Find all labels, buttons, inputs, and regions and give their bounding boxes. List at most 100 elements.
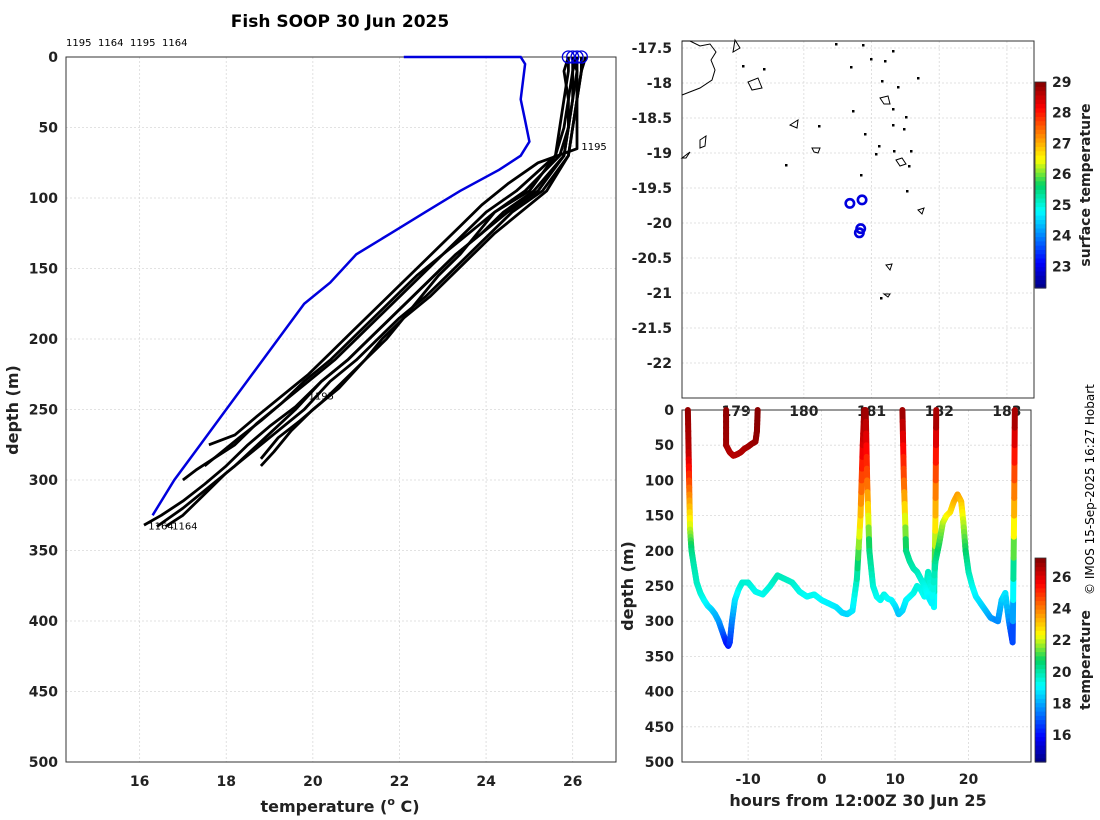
section-y-tick-label: 150	[645, 509, 674, 525]
temperature-colorbar-tick-label: 20	[1052, 665, 1072, 681]
surface-colorbar-segment	[1035, 167, 1046, 173]
profile-panel: 16 18 20 22 24 26 0 50 100 150 200 250 300 350 400 450 5…	[29, 38, 617, 790]
map-y-tick-label: -18.5	[632, 111, 672, 127]
temperature-colorbar-segment	[1035, 668, 1046, 674]
surface-colorbar-segment	[1035, 257, 1046, 263]
profile-ylabel: depth (m)	[3, 365, 22, 455]
profile-y-tick-label: 250	[29, 403, 58, 419]
profile-annotation: 1164	[148, 521, 173, 532]
profile-y-tick-label: 150	[29, 262, 58, 278]
islet	[917, 77, 920, 80]
islet	[864, 133, 867, 136]
surface-colorbar-tick-label: 23	[1052, 259, 1071, 275]
temperature-colorbar-segment	[1035, 643, 1046, 648]
temperature-colorbar-segment	[1035, 630, 1046, 636]
surface-colorbar-segment	[1035, 275, 1046, 281]
profile-xlabel: temperature (o C)	[260, 795, 419, 816]
islet	[892, 50, 895, 53]
surface-colorbar-segment	[1035, 223, 1046, 229]
temperature-colorbar-segment	[1035, 626, 1046, 631]
temperature-colorbar-segment	[1035, 609, 1046, 614]
section-y-tick-label: 400	[645, 685, 674, 701]
temperature-colorbar-segment	[1035, 719, 1046, 725]
islet	[892, 108, 895, 111]
map-y-tick-label: -22	[647, 356, 672, 372]
section-xlabel: hours from 12:00Z 30 Jun 25	[729, 791, 986, 810]
surface-colorbar-segment	[1035, 206, 1046, 212]
temperature-colorbar-segment	[1035, 587, 1046, 593]
profile-8-line	[208, 57, 579, 447]
profile-plot-frame	[65, 56, 617, 763]
islet	[905, 116, 908, 119]
surface-colorbar-segment	[1035, 129, 1046, 135]
surface-colorbar-segment	[1035, 279, 1046, 285]
surface-colorbar-segment	[1035, 232, 1046, 238]
profile-y-tick-label: 350	[29, 544, 58, 560]
surface-colorbar-segment	[1035, 107, 1046, 113]
profile-6-line	[259, 56, 588, 460]
temperature-colorbar-tick-label: 16	[1052, 728, 1071, 744]
surface-colorbar-segment	[1035, 163, 1046, 169]
islet	[875, 153, 878, 156]
surface-colorbar-segment	[1035, 249, 1046, 255]
surface-colorbar-segment	[1035, 99, 1046, 105]
island-outline	[879, 95, 891, 105]
position-marker	[844, 197, 856, 209]
island-outline	[699, 134, 707, 149]
temperature-colorbar-segment	[1035, 579, 1046, 585]
temperature-colorbar-segment	[1035, 689, 1046, 695]
profile-y-tick-label: 400	[29, 614, 58, 630]
surface-colorbar-segment	[1035, 146, 1046, 152]
island-outline	[882, 293, 891, 298]
section-frame	[681, 409, 1032, 763]
temperature-colorbar-segment	[1035, 604, 1046, 610]
surface-colorbar-segment	[1035, 283, 1046, 289]
temperature-colorbar-segment	[1035, 740, 1046, 746]
surface-colorbar-segment	[1035, 90, 1046, 96]
section-colorbar-label: temperature	[1078, 610, 1094, 710]
surface-colorbar-segment	[1035, 193, 1046, 199]
surface-colorbar-tick-label: 24	[1052, 229, 1072, 245]
section-y-tick-label: 0	[664, 403, 674, 419]
temperature-colorbar-segment	[1035, 736, 1046, 742]
temperature-colorbar-segment	[1035, 694, 1046, 699]
temperature-colorbar-segment	[1035, 570, 1046, 576]
profile-y-tick-label: 450	[29, 685, 58, 701]
surface-colorbar-segment	[1035, 103, 1046, 109]
surface-colorbar-segment	[1035, 197, 1046, 203]
map-y-tick-label: -19	[647, 146, 672, 162]
map-y-tick-label: -21.5	[632, 321, 672, 337]
island-outline	[885, 263, 893, 272]
island-outline	[681, 40, 717, 96]
top-annotation: 1164	[98, 38, 123, 49]
temperature-colorbar-segment	[1035, 647, 1046, 653]
profile-x-tick-label: 24	[476, 774, 496, 790]
temperature-colorbar-segment	[1035, 655, 1046, 661]
section-x-tick-label: 0	[817, 772, 827, 788]
section-y-tick-label: 300	[645, 614, 674, 630]
islet	[852, 110, 855, 113]
temperature-colorbar-segment	[1035, 723, 1046, 729]
islet	[908, 165, 911, 168]
islet	[893, 150, 896, 153]
surface-colorbar-segment	[1035, 82, 1046, 87]
islet	[785, 164, 788, 167]
profile-7-line	[143, 56, 579, 527]
islet	[903, 128, 906, 131]
islet	[910, 150, 913, 153]
surface-marker	[570, 50, 584, 64]
top-annotation: 1195	[66, 38, 91, 49]
temperature-colorbar-tick-label: 22	[1052, 633, 1071, 649]
position-marker	[856, 194, 868, 206]
temperature-colorbar-segment	[1035, 592, 1046, 597]
island-outline	[680, 151, 691, 159]
temperature-colorbar-segment	[1035, 575, 1046, 580]
surface-colorbar-segment	[1035, 185, 1046, 190]
surface-colorbar-tick-label: 29	[1052, 75, 1071, 91]
surface-colorbar-tick-label: 27	[1052, 136, 1071, 152]
temperature-colorbar-segment	[1035, 562, 1046, 568]
island-outline	[895, 157, 907, 167]
islet	[835, 43, 838, 46]
section-ylabel: depth (m)	[618, 541, 637, 631]
temperature-colorbar-segment	[1035, 715, 1046, 721]
